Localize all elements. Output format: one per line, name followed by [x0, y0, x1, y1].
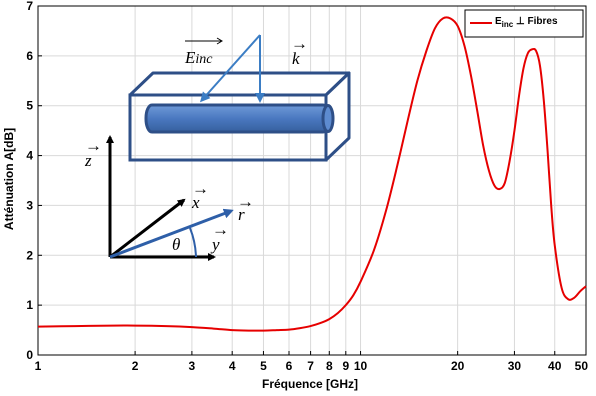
e-inc-arrow [200, 34, 261, 103]
y-tick-label: 7 [26, 0, 33, 13]
e-inc-label-text: Einc [184, 48, 213, 67]
series-points [38, 18, 587, 331]
x-vector-arrow: → [192, 179, 209, 198]
x-tick-labels: 1 2 3 4 5 6 7 8 9 10 20 30 40 50 [35, 351, 589, 373]
legend-e: E [495, 16, 502, 27]
y-vector-arrow: → [212, 220, 229, 239]
z-label: z [84, 151, 92, 170]
x-label: x [191, 193, 200, 212]
e-inc-label: E [184, 48, 196, 67]
y-tick-label: 0 [26, 348, 33, 362]
x-tick-label: 30 [508, 359, 522, 373]
y-tick-label: 1 [26, 298, 33, 312]
x-tick-label: 4 [229, 359, 236, 373]
y-tick-labels: 0 1 2 3 4 5 6 7 [26, 0, 42, 362]
series-line [37, 16, 587, 332]
y-tick-label: 6 [26, 49, 33, 63]
k-label: k [292, 49, 300, 68]
y-tick-label: 3 [26, 198, 33, 212]
grid [37, 5, 587, 356]
r-label: r [238, 205, 245, 224]
plot-frame [37, 5, 587, 356]
x-tick-label: 1 [35, 359, 42, 373]
x-tick-label: 5 [260, 359, 267, 373]
legend-label: Einc ⊥ Fibres [495, 16, 558, 29]
x-tick-label: 8 [326, 359, 333, 373]
y-axis-label: Atténuation A[dB] [2, 128, 16, 230]
y-tick-label: 5 [26, 99, 33, 113]
fibre-cylinder [144, 103, 331, 134]
x-tick-label: 40 [548, 359, 562, 373]
theta-arc [189, 227, 197, 258]
legend-sub: inc [502, 20, 514, 29]
y-label: y [210, 235, 220, 254]
k-vector-arrow: → [291, 34, 308, 53]
y-tick-label: 4 [26, 149, 33, 163]
x-axis-label: Fréquence [GHz] [262, 377, 358, 391]
x-tick-label: 6 [286, 359, 293, 373]
x-tick-label: 3 [189, 359, 196, 373]
legend: Einc ⊥ Fibres [464, 9, 584, 38]
r-vector-arrow-symbol: → [237, 192, 254, 211]
x-tick-label: 9 [342, 359, 349, 373]
z-vector-arrow: → [85, 136, 102, 155]
x-axis-arrow [109, 198, 186, 259]
x-tick-label: 7 [307, 359, 314, 373]
fibre-cylinder-end [321, 104, 335, 133]
box-top-face [128, 71, 351, 97]
theta-label: θ [172, 235, 180, 254]
fibre-diagram: Einc → k → z → x → r → y θ [84, 34, 351, 261]
x-tick-label: 50 [575, 359, 589, 373]
y-tick-label: 2 [26, 248, 33, 262]
x-tick-label: 10 [354, 359, 368, 373]
r-vector-arrow [109, 208, 234, 259]
x-tick-label: 20 [451, 359, 465, 373]
e-inc-sub: inc [195, 52, 213, 67]
e-inc-overline-head [216, 37, 223, 45]
x-tick-label: 2 [132, 359, 139, 373]
legend-rest: ⊥ Fibres [513, 16, 558, 27]
